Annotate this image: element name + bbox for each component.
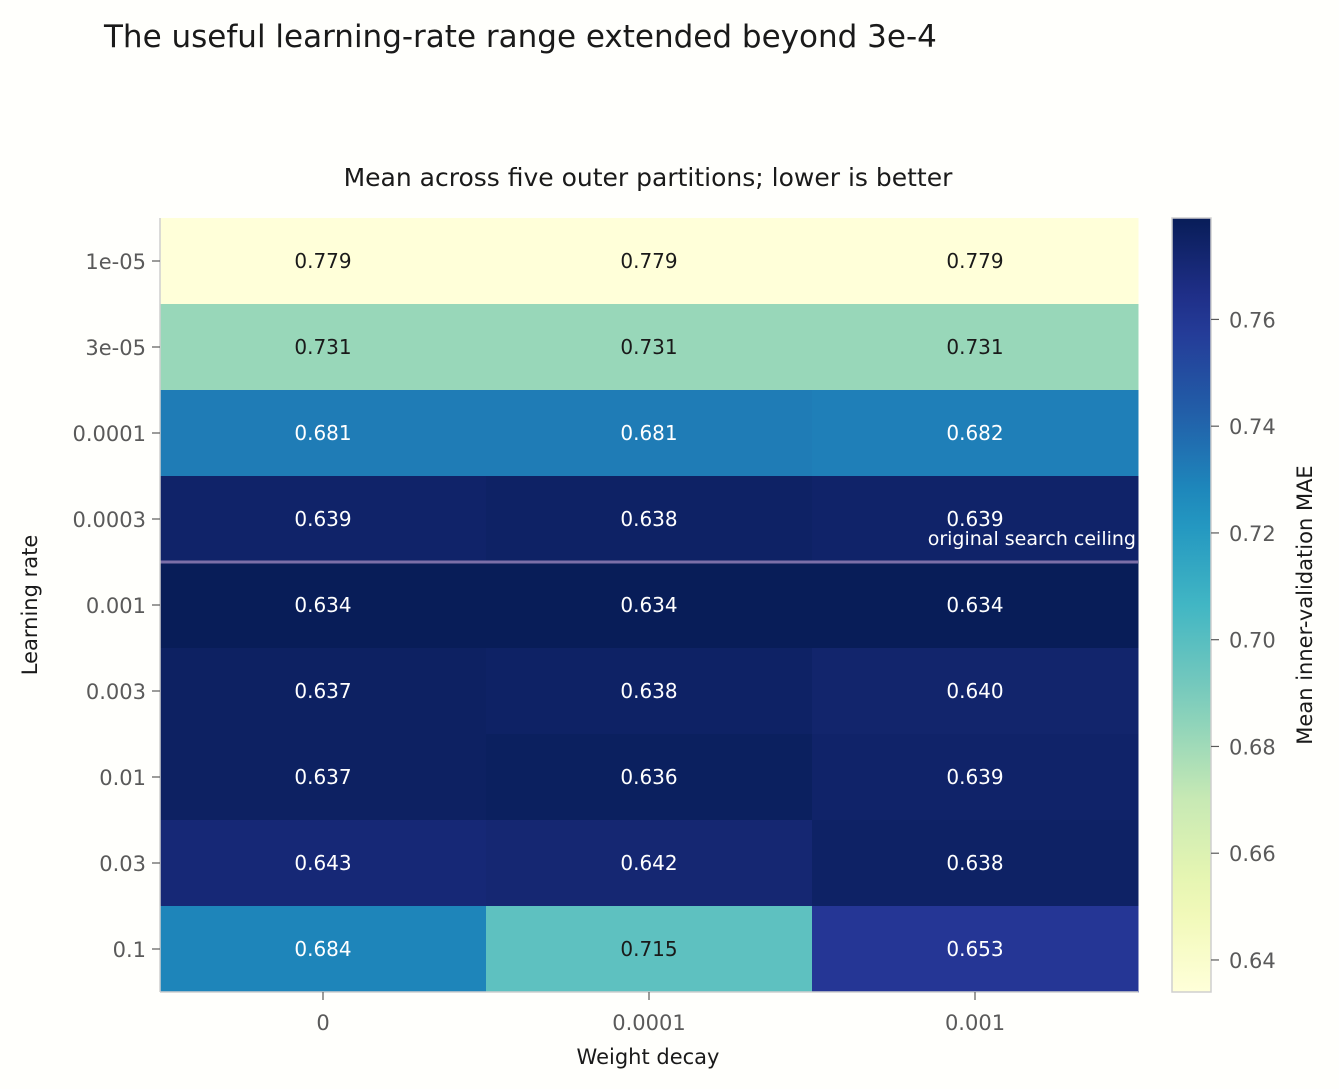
search-ceiling-label: original search ceiling [928,528,1136,550]
y-tick-label: 0.01 [99,766,146,790]
colorbar-gradient [1171,217,1212,993]
heatmap-cell [160,734,487,821]
cell-value-label: 0.638 [946,851,1003,875]
heatmap-cell-labels: 0.779 0.779 0.779 0.731 0.731 0.731 0.681 0.681… [294,249,1003,961]
colorbar-tick-label: 0.66 [1229,842,1276,866]
cell-value-label: 0.681 [294,421,351,445]
cell-value-label: 0.731 [620,335,677,359]
cell-value-label: 0.643 [294,851,351,875]
x-axis-ticks: 0 0.0001 0.001 [316,992,1005,1035]
cell-value-label: 0.637 [294,765,351,789]
y-tick-label: 0.1 [113,938,146,962]
colorbar-tick-label: 0.64 [1229,949,1276,973]
cell-value-label: 0.636 [620,765,677,789]
heatmap-cell [160,304,487,391]
x-tick-label: 0.001 [945,1011,1005,1035]
heatmap-cell [486,390,813,477]
cell-value-label: 0.779 [620,249,677,273]
y-tick-label: 0.0001 [73,422,146,446]
cell-value-label: 0.638 [620,679,677,703]
heatmap-cell [812,304,1139,391]
heatmap-cell [486,218,813,305]
heatmap-cell [160,820,487,907]
cell-value-label: 0.715 [620,937,677,961]
x-axis-label: Weight decay [577,1045,720,1069]
cell-value-label: 0.634 [620,593,677,617]
heatmap-cell [486,820,813,907]
chart-subtitle: Mean across five outer partitions; lower… [344,163,954,192]
x-tick-label: 0 [316,1011,329,1035]
heatmap-cell [812,562,1139,649]
heatmap-cell [812,906,1139,993]
cell-value-label: 0.684 [294,937,351,961]
heatmap-cell [160,390,487,477]
colorbar-tick-label: 0.70 [1229,629,1276,653]
heatmap-cell [160,218,487,305]
cell-value-label: 0.731 [294,335,351,359]
cell-value-label: 0.779 [946,249,1003,273]
cell-value-label: 0.638 [620,507,677,531]
heatmap-cell [160,476,487,563]
y-tick-label: 0.003 [86,680,146,704]
heatmap-cell [812,648,1139,735]
heatmap-cell [486,562,813,649]
heatmap-cell [486,734,813,821]
colorbar-tick-label: 0.72 [1229,522,1276,546]
cell-value-label: 0.634 [294,593,351,617]
cell-value-label: 0.682 [946,421,1003,445]
heatmap-cell [812,218,1139,305]
cell-value-label: 0.653 [946,937,1003,961]
heatmap-cell [160,906,487,993]
y-tick-label: 3e-05 [85,336,146,360]
heatmap-cell [486,476,813,563]
colorbar: 0.64 0.66 0.68 0.70 0.72 0.74 0.76 [1171,217,1276,993]
y-tick-label: 0.03 [99,852,146,876]
cell-value-label: 0.779 [294,249,351,273]
y-tick-label: 0.001 [86,594,146,618]
heatmap-cell [812,820,1139,907]
heatmap-cells [160,218,1139,993]
heatmap-cell [486,648,813,735]
colorbar-tick-label: 0.74 [1229,415,1276,439]
cell-value-label: 0.642 [620,851,677,875]
y-tick-label: 0.0003 [73,508,146,532]
cell-value-label: 0.634 [946,593,1003,617]
x-tick-label: 0.0001 [612,1011,685,1035]
chart-title: The useful learning-rate range extended … [103,19,937,55]
search-ceiling-annotation: original search ceiling [160,528,1138,564]
colorbar-label: Mean inner-validation MAE [1293,465,1317,744]
cell-value-label: 0.639 [294,507,351,531]
heatmap-cell [812,390,1139,477]
heatmap-cell [486,906,813,993]
heatmap-cell [812,734,1139,821]
cell-value-label: 0.731 [946,335,1003,359]
cell-value-label: 0.639 [946,765,1003,789]
cell-value-label: 0.637 [294,679,351,703]
heatmap-cell [812,476,1139,563]
y-tick-label: 1e-05 [85,250,146,274]
heatmap-cell [486,304,813,391]
y-axis-ticks: 1e-05 3e-05 0.0001 0.0003 0.001 0.003 0.01 0.03… [73,250,160,962]
y-axis-label: Learning rate [18,535,42,676]
cell-value-label: 0.639 [946,507,1003,531]
cell-value-label: 0.681 [620,421,677,445]
heatmap-cell [160,648,487,735]
heatmap-cell [160,562,487,649]
colorbar-tick-label: 0.76 [1229,308,1276,332]
cell-value-label: 0.640 [946,679,1003,703]
colorbar-tick-label: 0.68 [1229,735,1276,759]
